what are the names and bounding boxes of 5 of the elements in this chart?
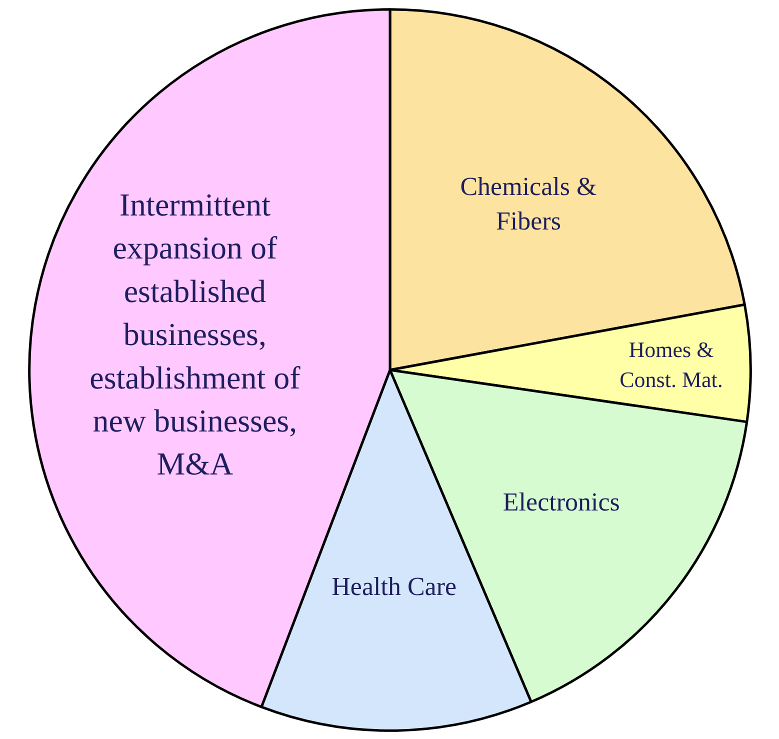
slice-label: Health Care [332,572,457,601]
slice-label: Electronics [502,488,620,517]
slice-label: Homes & Const. Mat. [620,337,723,392]
slice-label: Intermittent expansion of established businesses, establishment of new businesses, M&A [90,186,301,482]
slice-label: Chemicals & Fibers [460,172,597,236]
